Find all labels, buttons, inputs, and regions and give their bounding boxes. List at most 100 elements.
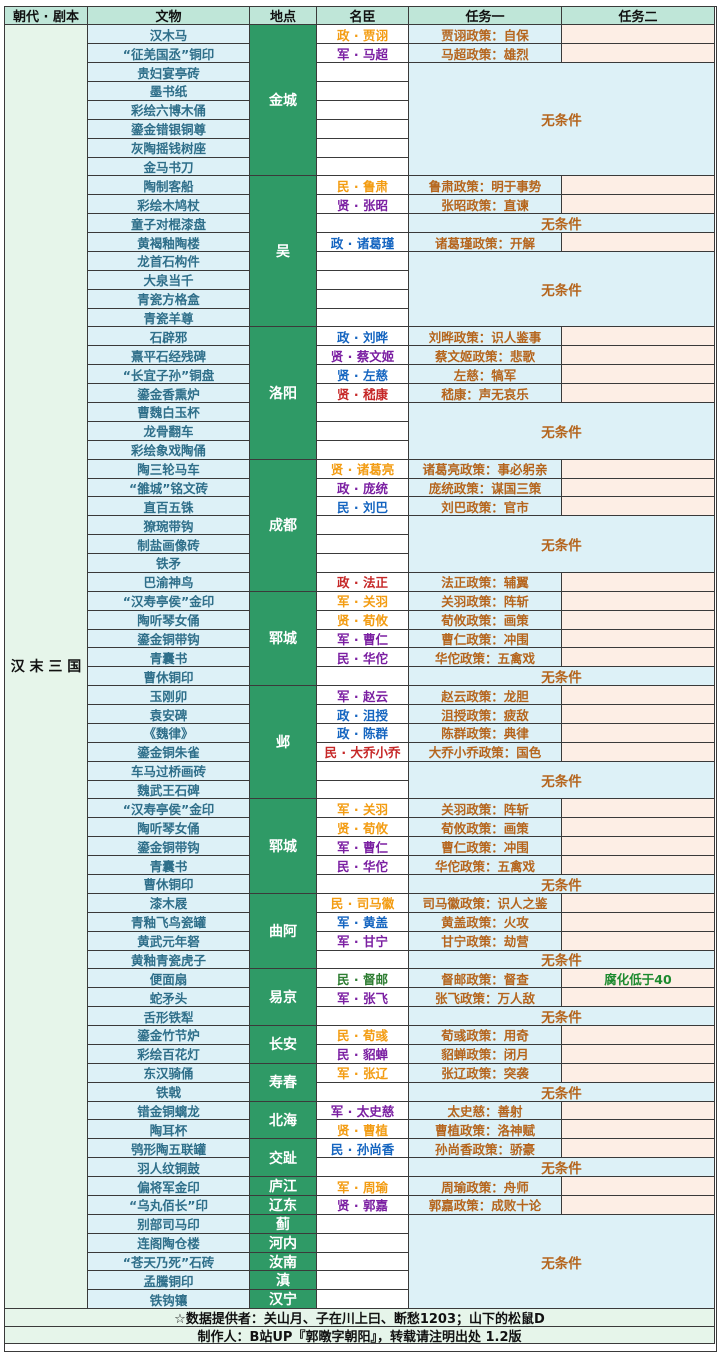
minister-cell: 民 · 司马徽 (317, 893, 409, 913)
task2-cell-empty (562, 1120, 715, 1140)
task1-cell: 曹仁政策：冲围 (409, 629, 562, 649)
minister-cell: 贤 · 诸葛亮 (317, 459, 409, 479)
relic-cell: 漆木屐 (88, 893, 250, 913)
minister-cell: 贤 · 蔡文姬 (317, 346, 409, 366)
relic-task-table: 朝代 · 剧本 文物 地点 名臣 任务一 任务二汉 末 三 国汉木马 “征羌国丞”铜印 贵妇宴… (4, 6, 717, 1352)
relic-cell: 曹魏白玉杯 (88, 403, 250, 422)
relic-cell: 蛇矛头 (88, 988, 250, 1008)
minister-cell: 民 · 孙尚香 (317, 1139, 409, 1159)
minister-cell: 政 · 沮授 (317, 705, 409, 724)
relic-cell: 彩绘六博木俑 (88, 100, 250, 120)
relic-cell: 彩绘百花灯 (88, 1044, 250, 1064)
relic-cell: 汉木马 (88, 25, 250, 45)
relic-cell: 大泉当千 (88, 270, 250, 290)
minister-cell: 军 · 张辽 (317, 1063, 409, 1083)
task2-cell-empty (562, 1026, 715, 1045)
header-minister: 名臣 (317, 7, 409, 26)
relic-cell: “汉寿亭侯”金印 (88, 799, 250, 819)
relic-cell: 龙骨翻车 (88, 421, 250, 441)
task1-cell: 诸葛瑾政策：开解 (409, 233, 562, 252)
no-condition-cell: 无条件 (409, 761, 715, 800)
task1-cell: 张昭政策：直谏 (409, 195, 562, 215)
minister-cell-empty (317, 1252, 409, 1272)
minister-cell: 民 · 华佗 (317, 856, 409, 875)
header-task2: 任务二 (562, 7, 715, 26)
minister-cell: 民 · 大乔小乔 (317, 742, 409, 762)
relic-cell: 金马书刀 (88, 157, 250, 177)
no-condition-cell: 无条件 (409, 1214, 715, 1310)
task2-cell-empty (562, 1044, 715, 1064)
task1-cell: 赵云政策：龙胆 (409, 686, 562, 706)
location-cell: 庐江 (250, 1177, 317, 1196)
location-cell: 成都 (250, 459, 317, 592)
task1-cell: 大乔小乔政策：国色 (409, 742, 562, 762)
relic-cell: 偏将军金印 (88, 1177, 250, 1196)
credits-footer: ☆数据提供者：关山月、子在川上曰、断愁1203；山下的松鼠D (5, 1309, 715, 1327)
task1-cell: 周瑜政策：舟师 (409, 1177, 562, 1196)
location-cell: 滇 (250, 1271, 317, 1291)
task2-cell-empty (562, 931, 715, 951)
relic-cell: 连阁陶仓楼 (88, 1233, 250, 1253)
relic-cell: 陶制客船 (88, 176, 250, 196)
task1-cell: 曹植政策：洛神赋 (409, 1120, 562, 1140)
task2-cell-empty (562, 610, 715, 630)
location-cell: 郓城 (250, 799, 317, 894)
minister-cell-empty (317, 1007, 409, 1027)
no-condition-cell: 无条件 (409, 251, 715, 328)
minister-cell: 民 · 刘巴 (317, 497, 409, 517)
minister-cell: 军 · 马超 (317, 44, 409, 64)
no-condition-cell: 无条件 (409, 1082, 715, 1102)
relic-cell: 陶耳杯 (88, 1120, 250, 1140)
task2-cell-empty (562, 1063, 715, 1083)
header-task1: 任务一 (409, 7, 562, 26)
task1-cell: 黄盖政策：火攻 (409, 912, 562, 932)
minister-cell-empty (317, 1271, 409, 1291)
relic-cell: 龙首石构件 (88, 251, 250, 271)
relic-cell: 直百五铢 (88, 497, 250, 517)
task2-cell-empty (562, 365, 715, 385)
relic-cell: 孟騰铜印 (88, 1271, 250, 1291)
header-era: 朝代 · 剧本 (5, 7, 88, 26)
minister-cell: 贤 · 左慈 (317, 365, 409, 385)
task2-cell-empty (562, 1139, 715, 1159)
task1-cell: 沮授政策：疲敌 (409, 705, 562, 724)
minister-cell: 民 · 华佗 (317, 648, 409, 668)
task1-cell: 关羽政策：阵斩 (409, 591, 562, 611)
location-cell: 汉宁 (250, 1290, 317, 1310)
task1-cell: 华佗政策：五禽戏 (409, 648, 562, 668)
relic-cell: 巴渝神鸟 (88, 572, 250, 592)
relic-cell: “雒城”铭文砖 (88, 478, 250, 498)
relic-cell: “长宜子孙”铜盘 (88, 365, 250, 385)
task2-cell-empty (562, 384, 715, 403)
task2-cell-empty (562, 195, 715, 215)
minister-cell-empty (317, 554, 409, 573)
minister-cell-empty (317, 214, 409, 234)
task2-cell-empty (562, 1177, 715, 1196)
task2-cell-empty (562, 912, 715, 932)
relic-cell: 彩绘象戏陶俑 (88, 440, 250, 460)
minister-cell-empty (317, 1158, 409, 1178)
minister-cell: 政 · 庞统 (317, 478, 409, 498)
task2-cell-empty (562, 327, 715, 347)
no-condition-cell: 无条件 (409, 1007, 715, 1027)
relic-cell: 青瓷方格盒 (88, 289, 250, 309)
location-cell: 长安 (250, 1026, 317, 1064)
location-cell: 辽东 (250, 1195, 317, 1215)
task2-cell-empty (562, 856, 715, 875)
no-condition-cell: 无条件 (409, 950, 715, 970)
minister-cell: 民 · 督邮 (317, 969, 409, 989)
minister-cell-empty (317, 950, 409, 970)
task1-cell: 鲁肃政策：明于事势 (409, 176, 562, 196)
task2-cell-empty (562, 478, 715, 498)
relic-cell: 黄釉青瓷虎子 (88, 950, 250, 970)
relic-cell: 鎏金铜带钩 (88, 837, 250, 857)
relic-cell: 羽人纹铜鼓 (88, 1158, 250, 1178)
task2-cell-empty (562, 1101, 715, 1121)
relic-cell: 曹休铜印 (88, 875, 250, 894)
minister-cell-empty (317, 516, 409, 536)
relic-cell: 鎏金错银铜尊 (88, 119, 250, 139)
relic-cell: 石辟邪 (88, 327, 250, 347)
relic-cell: 铁矛 (88, 554, 250, 573)
minister-cell-empty (317, 119, 409, 139)
location-cell: 蓟 (250, 1214, 317, 1234)
